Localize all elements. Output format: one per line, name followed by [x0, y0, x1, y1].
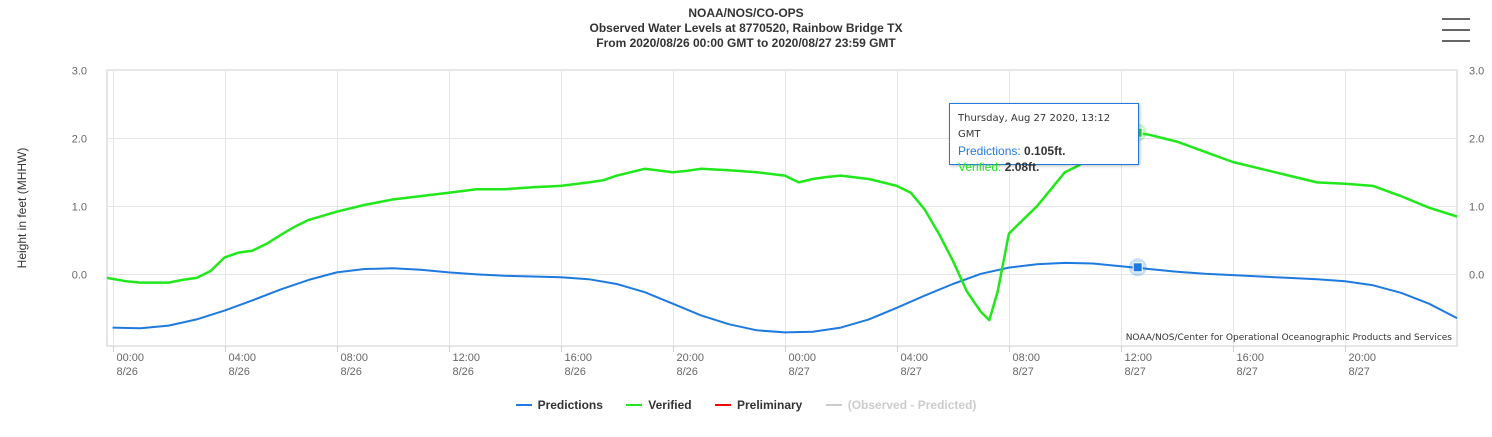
- y-tick-label-left: 3.0: [72, 66, 87, 78]
- hover-tooltip: Thursday, Aug 27 2020, 13:12 GMT Predict…: [949, 103, 1139, 174]
- x-tick-label-date: 8/26: [453, 366, 474, 378]
- x-tick-label-date: 8/27: [1349, 366, 1370, 378]
- legend-item-predictions[interactable]: Predictions: [515, 398, 603, 412]
- tooltip-verified-value: 2.08ft.: [1004, 160, 1040, 174]
- x-tick-label-time: 00:00: [789, 352, 817, 364]
- chart-credit: NOAA/NOS/Center for Operational Oceanogr…: [1125, 333, 1452, 343]
- legend-swatch-predictions: [515, 403, 532, 406]
- chart-title: NOAA/NOS/CO-OPS: [688, 6, 804, 20]
- legend-swatch-preliminary: [714, 403, 731, 406]
- x-tick-label-date: 8/26: [677, 366, 698, 378]
- legend-item-verified[interactable]: Verified: [626, 398, 692, 412]
- legend-item-observed-minus-predicted[interactable]: (Observed - Predicted): [825, 398, 977, 412]
- tooltip-predictions-row: Predictions: 0.105ft.: [958, 143, 1130, 159]
- x-tick-label-time: 20:00: [677, 352, 705, 364]
- tooltip-verified-label: Verified:: [958, 160, 1002, 174]
- series-layer: [106, 131, 1458, 334]
- x-tick-label-date: 8/26: [117, 366, 138, 378]
- tooltip-predictions-label: Predictions:: [958, 144, 1021, 158]
- x-tick-label-date: 8/27: [789, 366, 810, 378]
- legend-label-preliminary: Preliminary: [736, 398, 803, 412]
- tooltip-predictions-value: 0.105ft.: [1024, 144, 1066, 158]
- x-tick-label-time: 12:00: [1125, 352, 1153, 364]
- x-tick-label-time: 16:00: [565, 352, 593, 364]
- y-tick-label-right: 2.0: [1469, 134, 1484, 146]
- chart-subtitle-station: Observed Water Levels at 8770520, Rainbo…: [589, 21, 903, 35]
- chart-subtitle-range: From 2020/08/26 00:00 GMT to 2020/08/27 …: [596, 36, 896, 50]
- legend-label-predictions: Predictions: [537, 398, 603, 412]
- axis-layer: 0.0 0.0 1.0 1.0 2.0 2.0 3.0 3.0 00:00 8/26 04:00 8/…: [15, 66, 1484, 379]
- x-tick-label-time: 20:00: [1349, 352, 1377, 364]
- hamburger-menu-icon[interactable]: [1442, 18, 1470, 44]
- x-tick-label-date: 8/26: [341, 366, 362, 378]
- legend-swatch-verified: [626, 403, 643, 406]
- series-line-verified: [106, 131, 1458, 322]
- x-tick-label-time: 08:00: [1013, 352, 1041, 364]
- legend-swatch-observed-minus-predicted: [825, 403, 842, 406]
- tooltip-verified-row: Verified: 2.08ft.: [958, 159, 1130, 175]
- x-tick-label-time: 16:00: [1237, 352, 1265, 364]
- x-tick-label-time: 12:00: [453, 352, 481, 364]
- series-line-predictions: [112, 261, 1458, 334]
- plot-border: [106, 69, 1458, 347]
- x-tick-label-date: 8/26: [565, 366, 586, 378]
- x-tick-label-time: 04:00: [229, 352, 257, 364]
- x-tick-label-date: 8/27: [1125, 366, 1146, 378]
- legend-item-preliminary[interactable]: Preliminary: [714, 398, 803, 412]
- legend-label-verified: Verified: [648, 398, 692, 412]
- grid-layer: [106, 69, 1458, 347]
- x-tick-label-time: 00:00: [117, 352, 145, 364]
- chart-legend: Predictions Verified Preliminary (Observ…: [0, 398, 1492, 412]
- y-tick-label-right: 3.0: [1469, 66, 1484, 78]
- y-tick-label-left: 1.0: [72, 202, 87, 214]
- x-tick-label-date: 8/26: [229, 366, 250, 378]
- x-tick-label-date: 8/27: [1013, 366, 1034, 378]
- y-tick-label-right: 1.0: [1469, 202, 1484, 214]
- y-tick-label-left: 2.0: [72, 134, 87, 146]
- y-axis-title: Height in feet (MHHW): [15, 148, 29, 269]
- x-tick-label-date: 8/27: [901, 366, 922, 378]
- legend-label-observed-minus-predicted: (Observed - Predicted): [847, 398, 977, 412]
- x-tick-label-time: 08:00: [341, 352, 369, 364]
- y-tick-label-right: 0.0: [1469, 270, 1484, 282]
- y-tick-label-left: 0.0: [72, 270, 87, 282]
- x-tick-label-time: 04:00: [901, 352, 929, 364]
- chart-title-block: NOAA/NOS/CO-OPS Observed Water Levels at…: [0, 6, 1492, 51]
- x-tick-label-date: 8/27: [1237, 366, 1258, 378]
- tooltip-header: Thursday, Aug 27 2020, 13:12 GMT: [958, 113, 1111, 140]
- predictions-hover-marker: [1132, 262, 1143, 273]
